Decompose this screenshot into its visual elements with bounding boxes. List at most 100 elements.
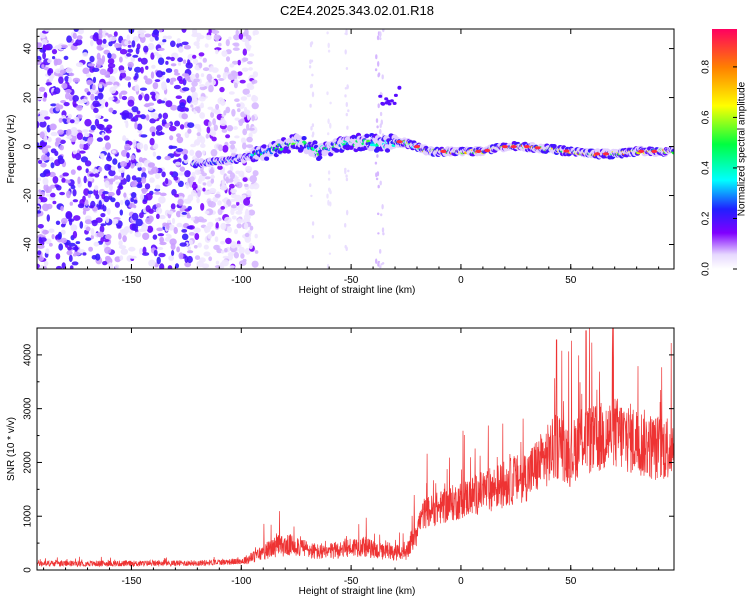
streak-blob (377, 261, 380, 267)
noise-blob (66, 250, 72, 256)
noise-blob (87, 63, 96, 67)
noise-blob (42, 97, 47, 102)
noise-blob (153, 249, 158, 257)
streak-blob (326, 31, 329, 35)
noise-blob (121, 149, 128, 157)
noise-blob (223, 110, 227, 116)
chart-title: C2E4.2025.343.02.01.R18 (280, 3, 434, 18)
noise-blob (70, 169, 76, 175)
noise-blob (92, 76, 97, 84)
noise-blob (155, 203, 161, 209)
noise-blob (90, 228, 95, 236)
streak-blob (379, 32, 382, 36)
noise-blob (118, 240, 123, 247)
noise-blob (144, 93, 150, 102)
noise-blob (72, 77, 81, 83)
noise-blob (194, 233, 200, 240)
noise-blob (44, 116, 51, 120)
noise-blob (99, 98, 106, 105)
streak-blob (345, 177, 349, 182)
noise-blob (215, 103, 220, 110)
noise-blob (145, 217, 153, 225)
noise-blob (238, 102, 245, 109)
noise-blob (55, 253, 61, 260)
noise-blob (229, 172, 235, 180)
noise-blob (148, 259, 156, 267)
noise-blob (41, 146, 49, 154)
noise-blob (131, 40, 136, 48)
noise-blob (65, 212, 73, 220)
noise-blob (71, 129, 79, 137)
streak-blob (379, 111, 383, 117)
noise-blob (220, 184, 228, 191)
noise-blob (132, 54, 139, 58)
noise-blob (37, 120, 40, 129)
noise-blob (139, 87, 148, 91)
spectrogram-blobs (37, 29, 674, 269)
noise-blob (72, 32, 77, 39)
noise-blob (238, 260, 247, 266)
ridge-edge (348, 145, 354, 150)
noise-blob (195, 150, 203, 159)
noise-blob (114, 256, 121, 263)
noise-blob (89, 55, 95, 63)
noise-blob (202, 187, 206, 192)
noise-blob (191, 80, 198, 87)
noise-blob (170, 203, 176, 210)
noise-blob (231, 215, 237, 220)
noise-blob (159, 236, 165, 243)
noise-blob (50, 131, 58, 137)
noise-blob (105, 142, 111, 150)
noise-blob (181, 205, 187, 210)
noise-blob (179, 166, 186, 172)
noise-blob (142, 232, 150, 240)
noise-blob (246, 47, 251, 52)
noise-blob (246, 136, 253, 143)
streak-blob (381, 227, 385, 233)
noise-blob (140, 114, 146, 120)
noise-blob (205, 133, 209, 139)
streak-blob (312, 131, 315, 136)
noise-blob (136, 123, 143, 131)
noise-blob (183, 44, 191, 50)
noise-blob (190, 143, 197, 148)
noise-blob (108, 75, 116, 83)
noise-blob (107, 152, 111, 159)
noise-blob (51, 234, 55, 240)
noise-blob (244, 235, 250, 241)
noise-blob (130, 154, 136, 161)
noise-blob (202, 150, 206, 156)
feature-blob (389, 99, 394, 103)
noise-blob (55, 220, 61, 225)
noise-blob (103, 195, 110, 203)
noise-blob (67, 246, 73, 251)
noise-blob (37, 224, 44, 229)
noise-blob (157, 57, 165, 65)
noise-blob (182, 87, 190, 92)
noise-blob (102, 30, 107, 38)
noise-blob (215, 222, 219, 229)
noise-blob (99, 68, 107, 76)
noise-blob (194, 139, 201, 146)
noise-blob (234, 98, 240, 102)
noise-blob (98, 29, 103, 35)
noise-blob (246, 93, 252, 98)
streak-blob (379, 249, 382, 254)
noise-blob (53, 87, 61, 95)
noise-blob (243, 222, 249, 230)
streak-blob (328, 234, 331, 239)
noise-blob (83, 132, 90, 138)
noise-blob (188, 239, 193, 246)
ridge-edge (283, 146, 289, 151)
noise-blob (52, 176, 59, 184)
noise-blob (167, 265, 173, 269)
noise-blob (165, 100, 173, 108)
noise-blob (179, 102, 186, 109)
noise-blob (165, 68, 173, 73)
x-tick-label: -50 (344, 576, 359, 587)
noise-blob (99, 225, 105, 233)
y-tick-label: 20 (23, 92, 34, 104)
snr-series-line (37, 328, 674, 568)
noise-blob (155, 207, 163, 215)
noise-blob (45, 82, 53, 86)
